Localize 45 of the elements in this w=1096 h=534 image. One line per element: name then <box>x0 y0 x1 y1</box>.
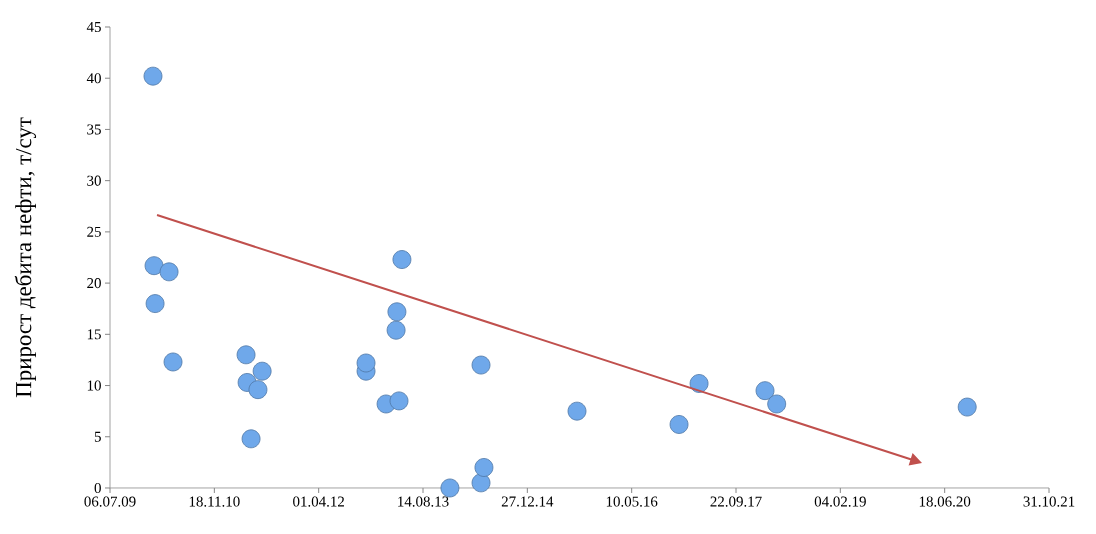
x-tick-label: 18.11.10 <box>189 496 240 507</box>
x-tick-label: 27.12.14 <box>501 496 554 507</box>
y-tick-label: 40 <box>86 73 101 84</box>
point <box>567 401 587 421</box>
y-tick-label: 35 <box>87 124 101 135</box>
point <box>471 473 491 493</box>
x-tick-label: 10.05.16 <box>606 496 658 507</box>
point <box>669 415 689 434</box>
y-tick-label: 0 <box>94 482 101 494</box>
point <box>767 394 787 414</box>
point <box>144 256 164 276</box>
x-tick-label: 06.07.09 <box>84 496 136 507</box>
y-tick-label: 5 <box>94 431 101 442</box>
point <box>145 294 165 313</box>
y-tick-label: 20 <box>87 278 101 289</box>
y-axis-title: Прирост дебита нефти, т/сут <box>14 117 37 398</box>
x-tick-label: 22.09.17 <box>710 496 762 507</box>
point <box>386 320 406 340</box>
point <box>252 361 272 381</box>
point <box>755 381 775 401</box>
y-tick-label: 25 <box>87 226 101 237</box>
point <box>392 250 412 269</box>
y-tick-label: 15 <box>87 329 101 340</box>
point <box>163 352 183 372</box>
x-tick-label: 04.02.19 <box>814 496 866 507</box>
x-tick-label: 18.06.20 <box>919 496 971 507</box>
y-tick-label: 30 <box>87 175 101 186</box>
point <box>440 478 460 498</box>
y-tick-label: 45 <box>86 22 101 32</box>
point <box>241 429 261 449</box>
point <box>471 355 491 375</box>
point <box>389 391 409 411</box>
x-tick-label: 01.04.12 <box>293 496 344 507</box>
point <box>248 380 268 400</box>
point <box>236 345 256 365</box>
point <box>689 374 709 393</box>
point <box>356 353 376 373</box>
point <box>387 302 407 322</box>
y-tick-label: 10 <box>87 380 101 391</box>
point <box>474 458 494 477</box>
point <box>957 397 977 417</box>
x-tick-label: 31.10.21 <box>1023 496 1075 507</box>
point <box>159 262 179 282</box>
x-tick-label: 14.08.13 <box>398 496 449 507</box>
point <box>143 66 163 86</box>
